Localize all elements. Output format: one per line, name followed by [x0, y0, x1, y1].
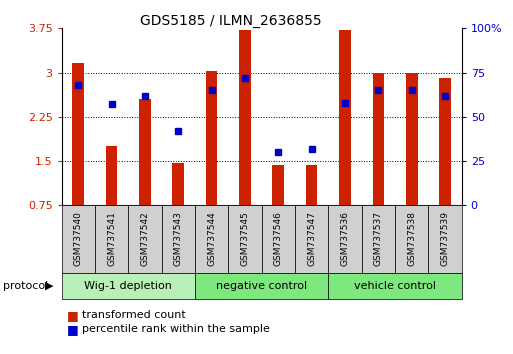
Bar — [239, 30, 251, 205]
Bar — [139, 99, 151, 205]
Text: GSM737539: GSM737539 — [441, 211, 449, 267]
Text: GSM737544: GSM737544 — [207, 212, 216, 266]
Text: GSM737541: GSM737541 — [107, 211, 116, 267]
Text: percentile rank within the sample: percentile rank within the sample — [82, 324, 270, 334]
Text: GSM737537: GSM737537 — [374, 211, 383, 267]
Text: Wig-1 depletion: Wig-1 depletion — [84, 281, 172, 291]
Bar — [406, 73, 418, 205]
Bar — [339, 30, 351, 205]
Text: ▶: ▶ — [45, 281, 53, 291]
Bar — [439, 79, 451, 205]
Bar — [72, 63, 84, 205]
Text: ■: ■ — [67, 323, 78, 336]
Text: transformed count: transformed count — [82, 310, 186, 320]
Text: GDS5185 / ILMN_2636855: GDS5185 / ILMN_2636855 — [140, 14, 322, 28]
Text: GSM737547: GSM737547 — [307, 211, 316, 267]
Bar — [272, 165, 284, 205]
Text: protocol: protocol — [3, 281, 48, 291]
Text: GSM737542: GSM737542 — [141, 212, 149, 266]
Text: GSM737543: GSM737543 — [174, 211, 183, 267]
Bar — [206, 72, 218, 205]
Text: GSM737536: GSM737536 — [341, 211, 349, 267]
Text: GSM737545: GSM737545 — [241, 211, 249, 267]
Text: ■: ■ — [67, 309, 78, 321]
Text: GSM737540: GSM737540 — [74, 211, 83, 267]
Text: vehicle control: vehicle control — [354, 281, 436, 291]
Bar — [172, 163, 184, 205]
Bar — [306, 165, 318, 205]
Text: negative control: negative control — [216, 281, 307, 291]
Bar — [372, 73, 384, 205]
Bar — [106, 146, 117, 205]
Text: GSM737538: GSM737538 — [407, 211, 416, 267]
Text: GSM737546: GSM737546 — [274, 211, 283, 267]
